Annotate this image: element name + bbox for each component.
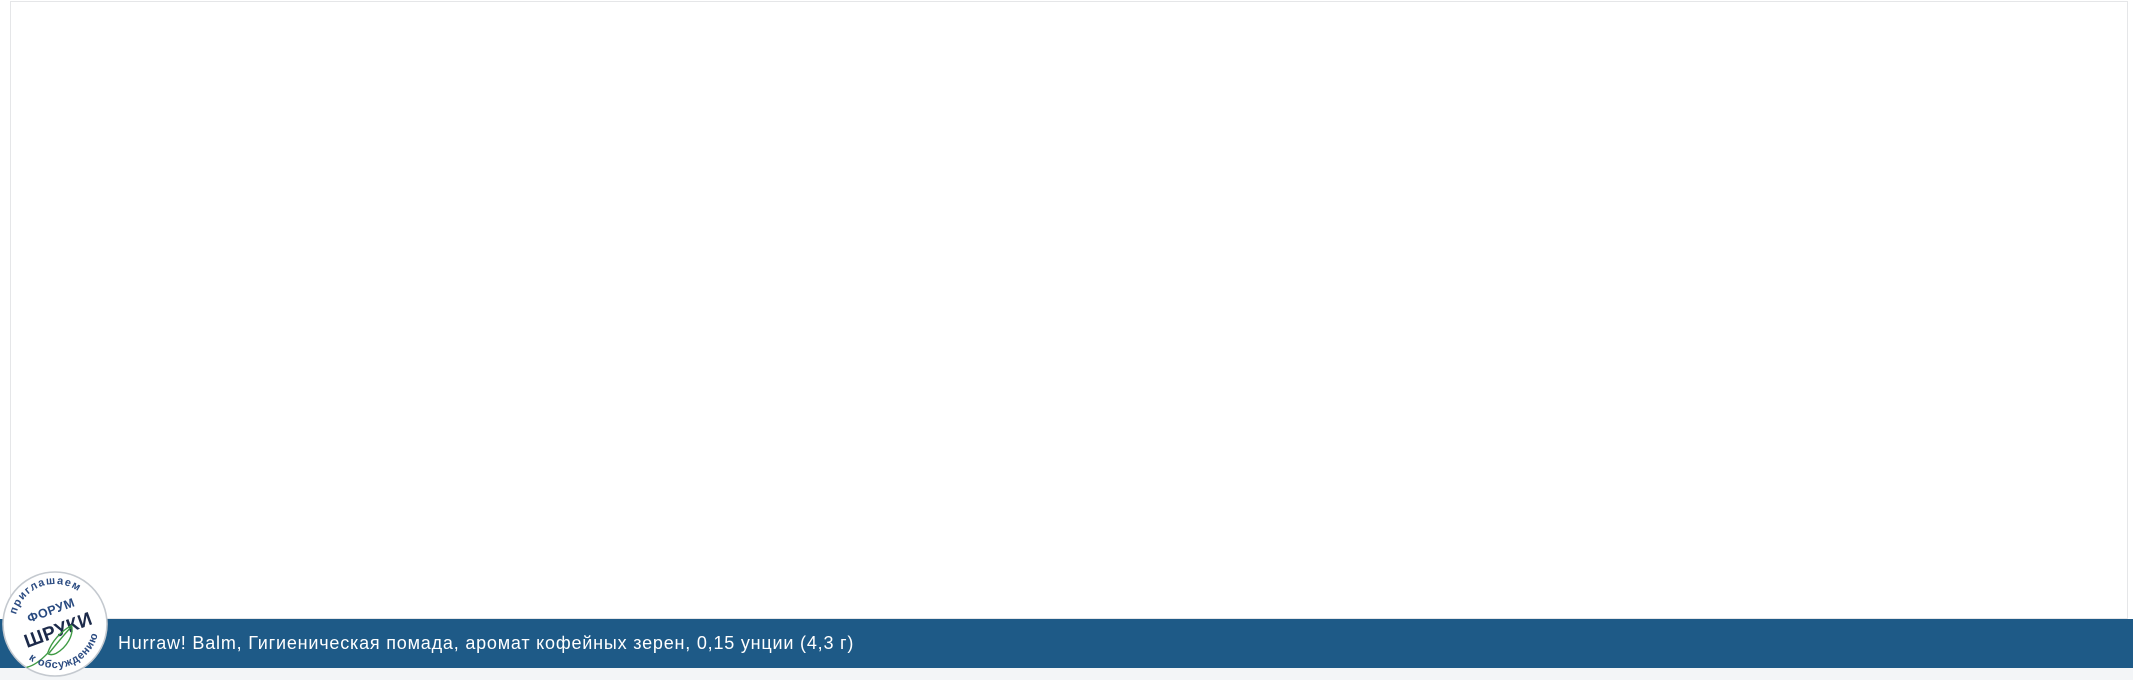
- badge-ring: [2, 571, 108, 677]
- leaf-icon: [26, 624, 73, 668]
- badge-circle: [3, 572, 107, 676]
- product-title: Hurraw! Balm, Гигиеническая помада, аром…: [118, 633, 855, 653]
- product-title-bar[interactable]: Hurraw! Balm, Гигиеническая помада, аром…: [0, 619, 2133, 668]
- content-frame: [10, 1, 2128, 619]
- forum-badge[interactable]: приглашаем ФОРУМ ШРУКИ к обсуждению: [0, 569, 110, 679]
- bottom-strip: [0, 668, 2133, 680]
